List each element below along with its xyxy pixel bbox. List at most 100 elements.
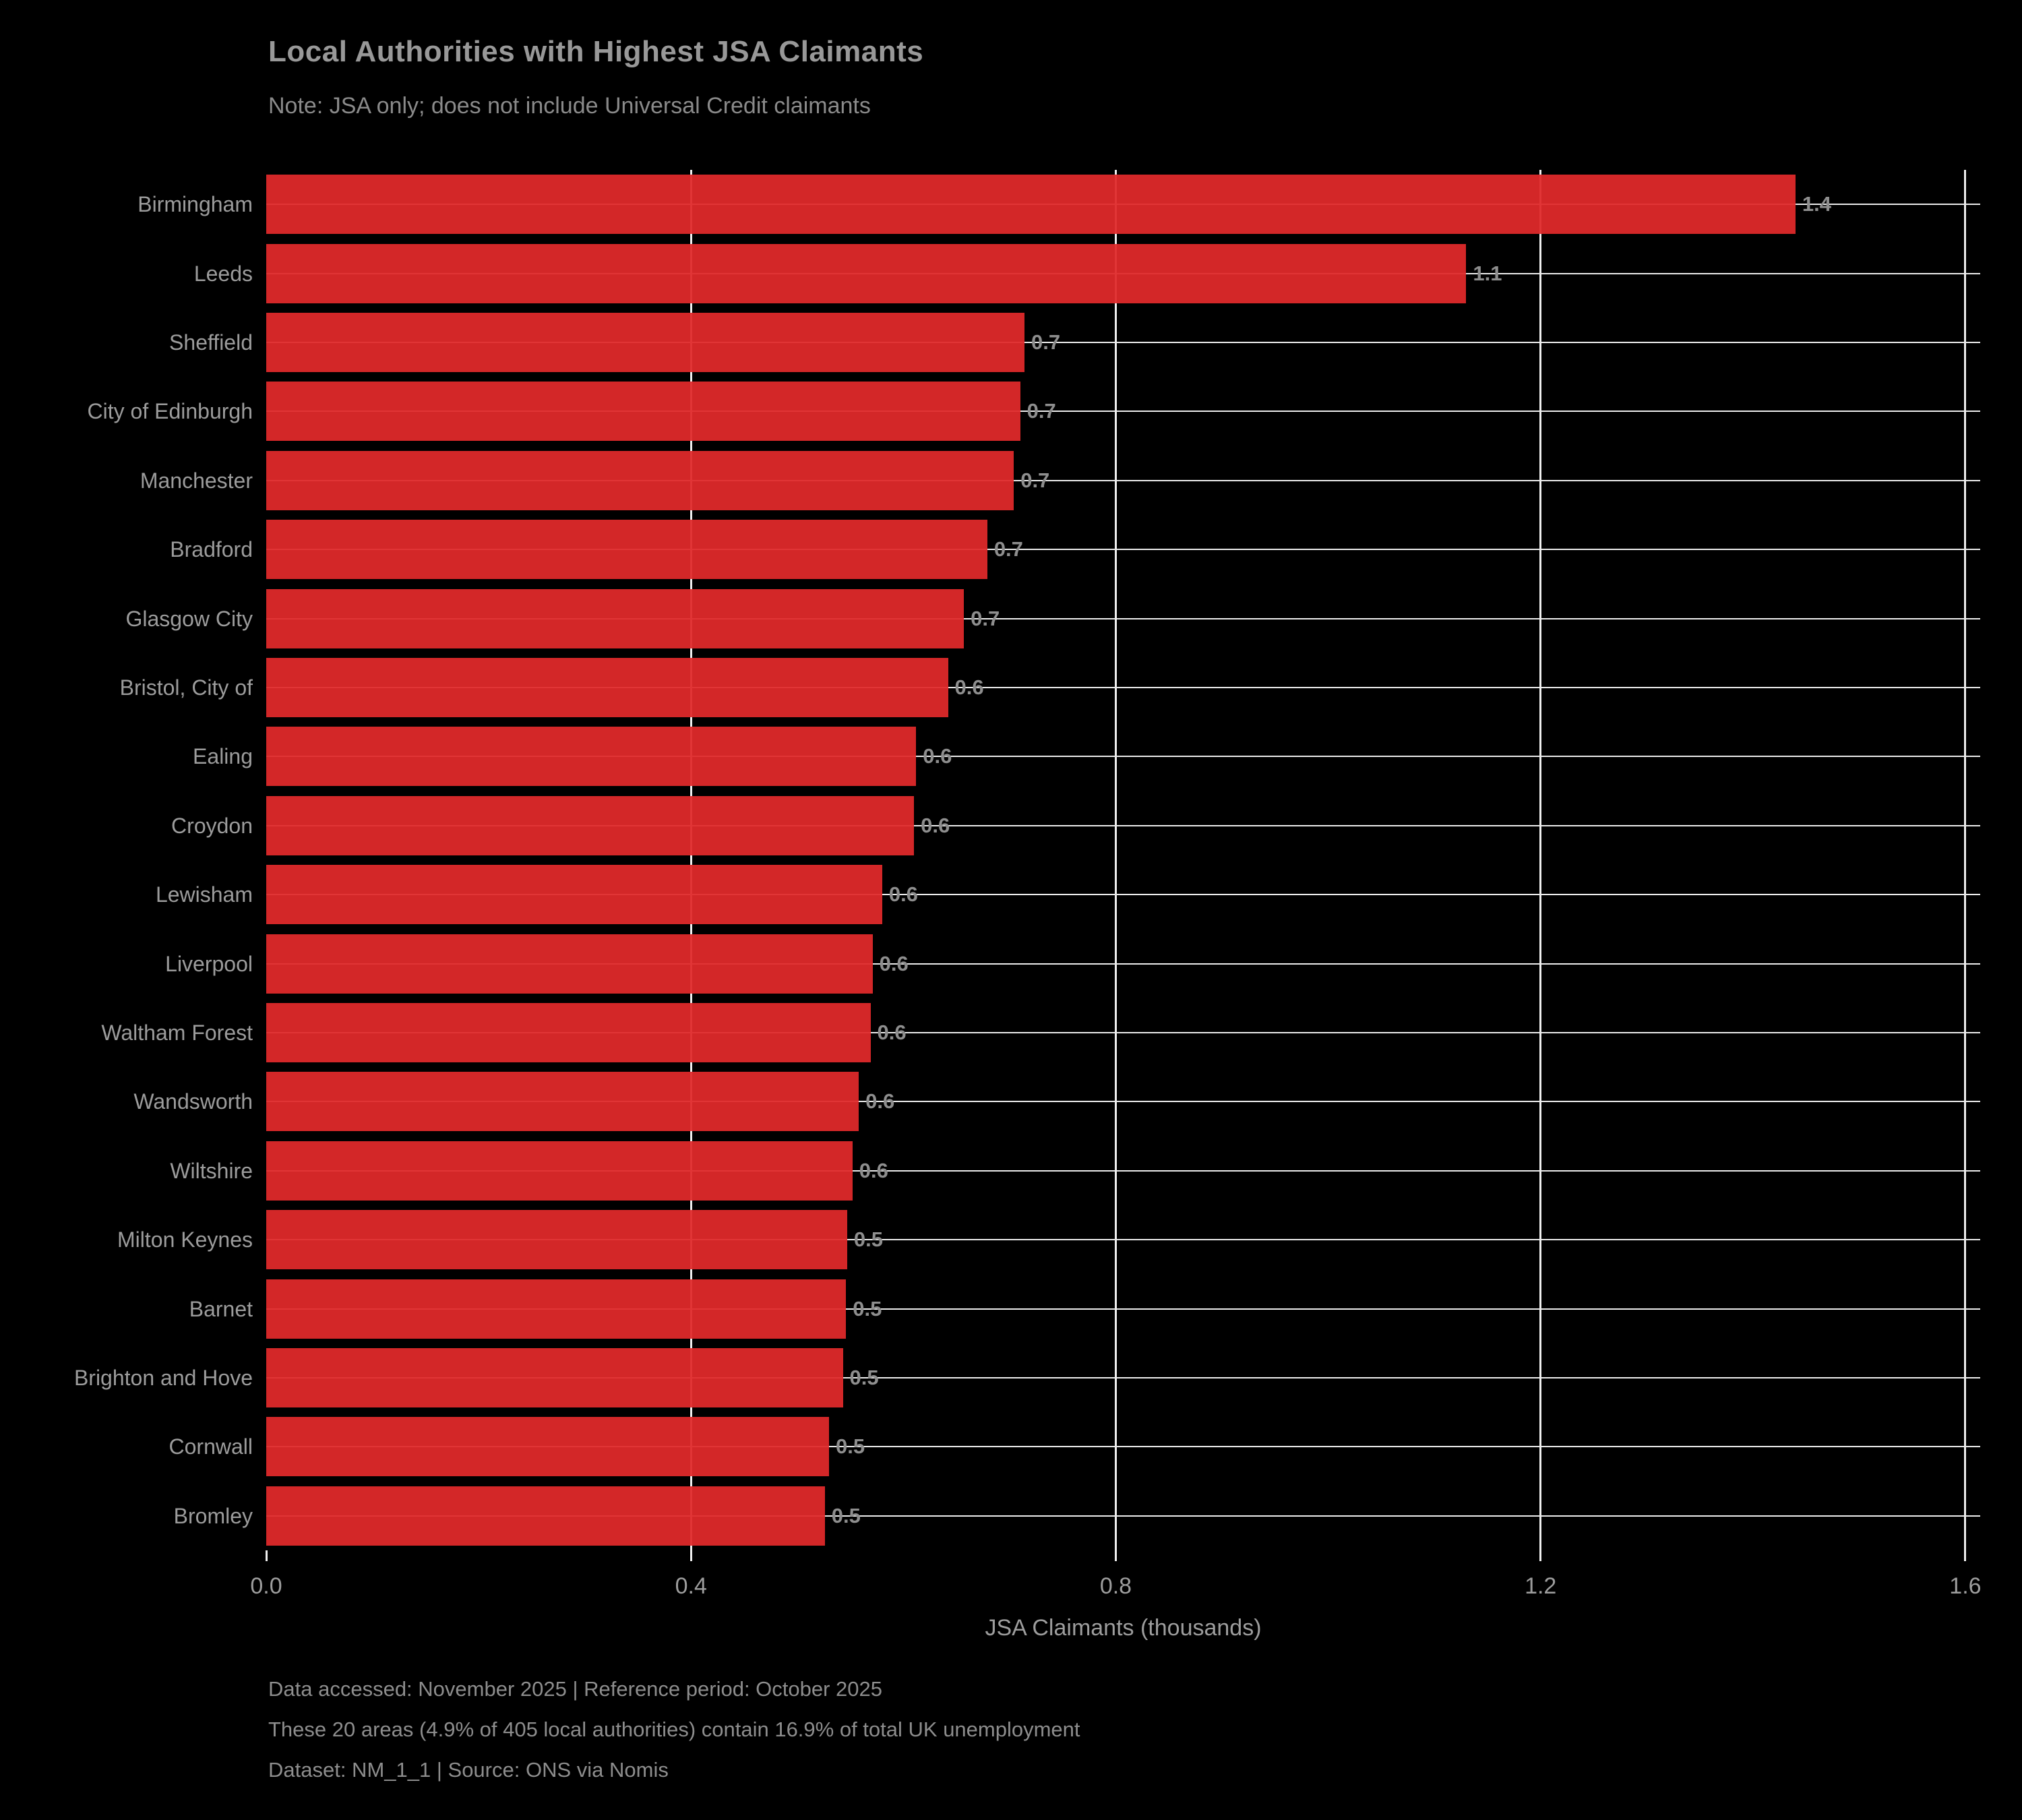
- row-gridline: [266, 1308, 1980, 1310]
- row-gridline: [266, 1170, 1980, 1172]
- row-gridline: [266, 411, 1980, 413]
- value-label: 0.7: [971, 606, 1000, 630]
- value-label: 0.6: [859, 1158, 888, 1182]
- bar-city-of-edinburgh: [266, 382, 1020, 442]
- value-label: 0.6: [921, 813, 950, 837]
- bar-manchester: [266, 450, 1014, 510]
- row-gridline: [266, 479, 1980, 481]
- bar-bromley: [266, 1486, 825, 1546]
- row-gridline: [266, 1032, 1980, 1033]
- bar-bradford: [266, 520, 987, 580]
- row-gridline: [266, 1239, 1980, 1241]
- row-gridline: [266, 617, 1980, 619]
- category-label: Bromley: [173, 1503, 253, 1528]
- bar-croydon: [266, 795, 915, 855]
- bar-cornwall: [266, 1417, 830, 1477]
- x-tick-label: 1.6: [1949, 1573, 1982, 1599]
- bar-wiltshire: [266, 1141, 853, 1201]
- row-gridline: [266, 1101, 1980, 1103]
- x-tick-mark: [1964, 1550, 1967, 1561]
- plot-area: [266, 170, 1980, 1550]
- footer-line-2: These 20 areas (4.9% of 405 local author…: [268, 1718, 1080, 1741]
- category-label: Liverpool: [165, 951, 253, 976]
- x-gridline: [1539, 170, 1542, 1550]
- category-label: Glasgow City: [125, 606, 253, 631]
- value-label: 0.6: [865, 1089, 895, 1114]
- bar-glasgow-city: [266, 588, 964, 648]
- value-label: 0.5: [853, 1227, 883, 1252]
- row-gridline: [266, 963, 1980, 965]
- x-axis-title: JSA Claimants (thousands): [985, 1615, 1262, 1641]
- x-tick-label: 0.8: [1099, 1573, 1132, 1599]
- row-gridline: [266, 894, 1980, 896]
- bar-barnet: [266, 1279, 847, 1339]
- bar-bristol-city-of: [266, 658, 948, 717]
- x-tick-label: 1.2: [1525, 1573, 1557, 1599]
- bar-sheffield: [266, 313, 1024, 372]
- category-label: Milton Keynes: [117, 1227, 253, 1252]
- value-label: 0.6: [879, 951, 909, 975]
- row-gridline: [266, 1377, 1980, 1378]
- x-tick-mark: [1114, 1550, 1117, 1561]
- category-label: Barnet: [189, 1296, 253, 1321]
- category-label: Manchester: [140, 468, 253, 493]
- category-label: Waltham Forest: [101, 1021, 253, 1045]
- bar-wandsworth: [266, 1072, 859, 1132]
- row-gridline: [266, 1446, 1980, 1448]
- value-label: 0.5: [836, 1434, 865, 1459]
- x-gridline: [690, 170, 692, 1550]
- x-tick-mark: [265, 1550, 268, 1561]
- category-label: Birmingham: [137, 192, 253, 217]
- row-gridline: [266, 1515, 1980, 1517]
- value-label: 0.6: [888, 882, 918, 907]
- value-label: 0.7: [1020, 468, 1050, 492]
- bar-birmingham: [266, 175, 1796, 235]
- bar-brighton-and-hove: [266, 1348, 843, 1407]
- category-label: Bristol, City of: [119, 675, 253, 700]
- value-label: 0.5: [849, 1366, 879, 1389]
- bar-liverpool: [266, 934, 873, 994]
- value-label: 1.4: [1802, 192, 1831, 216]
- category-label: Bradford: [170, 537, 253, 562]
- category-label: City of Edinburgh: [87, 399, 253, 424]
- value-label: 0.6: [954, 675, 984, 699]
- category-label: Wiltshire: [170, 1158, 253, 1183]
- footer-line-1: Data accessed: November 2025 | Reference…: [268, 1677, 883, 1701]
- value-label: 0.5: [853, 1296, 882, 1321]
- category-label: Sheffield: [169, 330, 253, 355]
- x-tick-mark: [1539, 1550, 1542, 1561]
- bar-milton-keynes: [266, 1210, 847, 1270]
- x-tick-label: 0.0: [250, 1573, 282, 1599]
- row-gridline: [266, 756, 1980, 758]
- bar-leeds: [266, 243, 1467, 303]
- row-gridline: [266, 824, 1980, 826]
- x-gridline: [1114, 170, 1117, 1550]
- footer-line-3: Dataset: NM_1_1 | Source: ONS via Nomis: [268, 1758, 669, 1782]
- value-label: 0.7: [1031, 330, 1061, 354]
- row-gridline: [266, 342, 1980, 343]
- category-label: Ealing: [193, 744, 253, 769]
- value-label: 0.5: [831, 1503, 861, 1527]
- category-label: Cornwall: [168, 1434, 253, 1459]
- category-label: Brighton and Hove: [73, 1366, 253, 1390]
- category-label: Wandsworth: [133, 1089, 253, 1114]
- category-label: Leeds: [193, 261, 253, 286]
- bar-ealing: [266, 727, 917, 787]
- value-label: 0.7: [993, 537, 1023, 562]
- value-label: 0.6: [877, 1021, 907, 1044]
- x-tick-label: 0.4: [675, 1573, 707, 1599]
- bar-waltham-forest: [266, 1003, 871, 1062]
- category-label: Croydon: [171, 813, 253, 838]
- value-label: 0.6: [923, 744, 952, 768]
- row-gridline: [266, 687, 1980, 688]
- category-label: Lewisham: [155, 882, 253, 907]
- x-tick-mark: [690, 1550, 692, 1561]
- value-label: 1.1: [1473, 261, 1502, 285]
- chart-subtitle: Note: JSA only; does not include Univers…: [268, 93, 871, 119]
- chart-title: Local Authorities with Highest JSA Claim…: [268, 35, 924, 68]
- x-gridline: [1964, 170, 1967, 1550]
- row-gridline: [266, 549, 1980, 551]
- value-label: 0.7: [1027, 399, 1056, 423]
- bar-lewisham: [266, 865, 882, 925]
